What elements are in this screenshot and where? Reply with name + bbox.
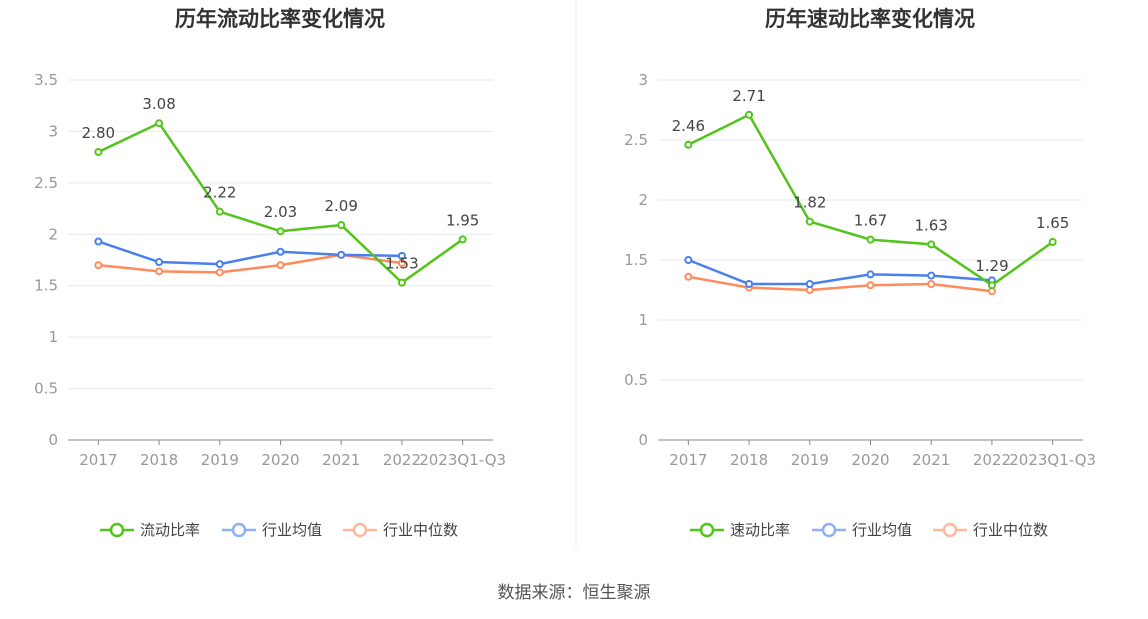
data-point — [927, 271, 936, 280]
data-point — [745, 280, 754, 288]
data-point — [684, 272, 693, 281]
y-tick-label: 1 — [48, 328, 58, 346]
y-tick-label: 3.5 — [34, 71, 58, 89]
data-point — [866, 270, 875, 279]
x-tick-label: 2023Q1-Q3 — [419, 451, 506, 469]
legend-label: 速动比率 — [730, 521, 790, 539]
data-label: 3.08 — [142, 95, 175, 113]
data-point — [276, 247, 285, 256]
x-tick-label: 2019 — [201, 451, 239, 469]
series-line-1 — [687, 258, 993, 286]
data-label: 2.03 — [264, 203, 297, 221]
data-point — [805, 217, 814, 226]
x-tick-label: 2017 — [79, 451, 117, 469]
legend-marker — [352, 522, 368, 538]
data-point — [94, 261, 103, 270]
data-point — [458, 235, 467, 244]
data-point — [155, 119, 164, 128]
x-tick-label: 2021 — [912, 451, 950, 469]
chart-title: 历年流动比率变化情况 — [175, 7, 385, 31]
data-point — [1048, 238, 1057, 246]
data-point — [94, 237, 103, 246]
data-label: 2.80 — [82, 124, 115, 142]
x-tick-label: 2023Q1-Q3 — [1009, 451, 1096, 469]
data-label: 1.95 — [446, 211, 479, 229]
data-point — [276, 261, 285, 270]
x-tick-label: 2020 — [261, 451, 299, 469]
data-label: 1.67 — [854, 212, 887, 230]
y-tick-label: 2.5 — [624, 131, 648, 149]
data-point — [397, 278, 406, 287]
y-tick-label: 0 — [48, 431, 58, 449]
data-point — [215, 207, 224, 216]
data-point — [276, 227, 285, 236]
legend-marker — [942, 522, 958, 538]
legend-label: 行业均值 — [262, 521, 322, 539]
x-tick-label: 2022 — [383, 451, 421, 469]
y-tick-label: 0.5 — [624, 371, 648, 389]
data-point — [805, 280, 814, 288]
legend-label: 行业均值 — [852, 521, 912, 539]
data-point — [215, 268, 224, 277]
data-point — [866, 235, 875, 244]
y-tick-label: 3 — [638, 71, 648, 89]
data-point — [94, 148, 103, 156]
y-tick-label: 1.5 — [624, 251, 648, 269]
y-tick-label: 3 — [48, 122, 58, 140]
legend-marker — [821, 522, 837, 538]
data-point — [337, 221, 346, 230]
y-tick-label: 1.5 — [34, 277, 58, 295]
data-point — [684, 256, 693, 264]
legend-label: 行业中位数 — [973, 521, 1048, 539]
legend-marker — [109, 522, 125, 538]
data-point — [927, 280, 936, 288]
legend-marker — [699, 522, 715, 538]
x-tick-label: 2019 — [791, 451, 829, 469]
y-tick-label: 1 — [638, 311, 648, 329]
data-point — [684, 140, 693, 149]
data-point — [337, 250, 346, 259]
data-label: 2.09 — [325, 197, 358, 215]
data-point — [397, 251, 406, 260]
x-tick-label: 2017 — [669, 451, 707, 469]
series-line-2 — [688, 275, 993, 293]
chart-title: 历年速动比率变化情况 — [765, 7, 975, 31]
data-point — [155, 258, 164, 267]
x-tick-label: 2022 — [973, 451, 1011, 469]
data-point — [215, 260, 224, 269]
data-point — [745, 110, 754, 119]
y-tick-label: 2 — [48, 225, 58, 243]
x-tick-label: 2021 — [322, 451, 360, 469]
data-label: 1.53 — [385, 255, 418, 273]
y-tick-label: 2.5 — [34, 174, 58, 192]
data-label: 1.63 — [915, 216, 948, 234]
data-label: 2.22 — [203, 184, 236, 202]
x-tick-label: 2018 — [730, 451, 768, 469]
x-tick-label: 2018 — [140, 451, 178, 469]
data-label: 1.82 — [793, 194, 826, 212]
legend-marker — [231, 522, 247, 538]
legend-label: 行业中位数 — [383, 521, 458, 539]
y-tick-label: 0 — [638, 431, 648, 449]
data-label: 2.71 — [732, 87, 765, 105]
y-tick-label: 0.5 — [34, 380, 58, 398]
data-point — [155, 267, 164, 276]
source-text: 数据来源：恒生聚源 — [498, 583, 651, 603]
data-point — [987, 281, 996, 290]
y-tick-label: 2 — [638, 191, 648, 209]
x-tick-label: 2020 — [851, 451, 889, 469]
data-point — [927, 240, 936, 249]
data-point — [866, 281, 875, 290]
data-label: 1.65 — [1036, 214, 1069, 232]
data-label: 2.46 — [672, 117, 705, 135]
series-line-1 — [97, 240, 402, 266]
legend-label: 流动比率 — [140, 521, 200, 539]
data-label: 1.29 — [975, 257, 1008, 275]
data-point — [397, 259, 406, 268]
